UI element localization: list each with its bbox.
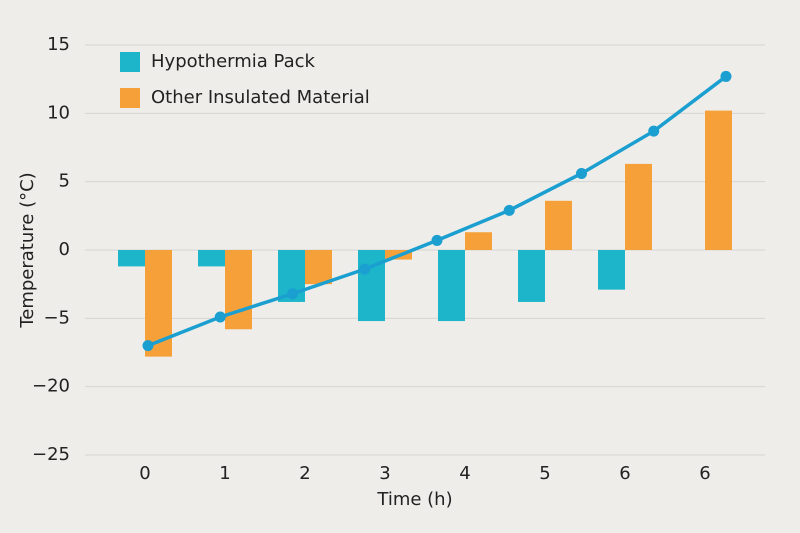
legend-label: Other Insulated Material [151,87,370,108]
x-tick-label: 5 [539,463,550,484]
x-tick-label: 6 [699,463,710,484]
bar [438,250,465,322]
bar [358,250,385,322]
bar [598,250,625,290]
x-tick-label: 2 [299,463,310,484]
line-point [359,263,371,275]
bar [705,110,732,250]
y-tick-label: −20 [32,376,70,397]
y-tick-label: −5 [43,307,70,328]
line-point [214,311,226,323]
bar [198,250,225,267]
legend-swatch [120,88,140,108]
y-axis-title: Temperature (°C) [17,172,38,328]
line-point [720,70,732,82]
y-tick-label: 5 [59,171,70,192]
bar [625,163,652,250]
line-point [142,340,154,352]
y-tick-label: −25 [32,444,70,465]
line-point [431,234,443,246]
line-point [648,125,660,137]
line-point [576,167,587,179]
x-tick-label: 4 [459,463,470,484]
line-point [287,288,298,300]
bar [118,250,145,267]
bar [305,250,332,285]
line-point [503,204,515,216]
bar [518,250,545,302]
x-axis-title: Time (h) [376,489,452,510]
y-tick-label: 0 [59,239,70,260]
x-tick-label: 6 [619,463,630,484]
bar [545,200,572,250]
bar [465,232,492,250]
legend-label: Hypothermia Pack [151,51,316,72]
x-tick-label: 0 [139,463,150,484]
y-tick-label: 10 [47,102,70,123]
x-tick-label: 1 [219,463,230,484]
x-tick-label: 3 [379,463,390,484]
legend-swatch [120,52,140,72]
y-tick-label: 15 [47,34,70,55]
bar [225,250,252,330]
